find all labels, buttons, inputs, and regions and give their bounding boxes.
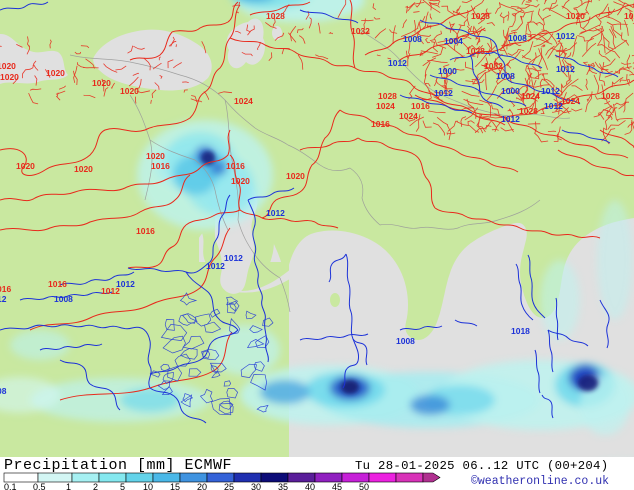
svg-text:1024: 1024 xyxy=(234,96,253,106)
svg-text:1016: 1016 xyxy=(151,161,170,171)
svg-text:1032: 1032 xyxy=(484,61,503,71)
svg-text:1020: 1020 xyxy=(0,61,16,71)
svg-text:1008: 1008 xyxy=(508,33,527,43)
svg-text:016: 016 xyxy=(0,284,11,294)
svg-text:1028: 1028 xyxy=(624,11,634,21)
svg-text:10: 10 xyxy=(143,482,153,490)
svg-text:1008: 1008 xyxy=(496,71,515,81)
svg-text:1004: 1004 xyxy=(444,36,463,46)
svg-text:©weatheronline.co.uk: ©weatheronline.co.uk xyxy=(471,475,609,488)
svg-text:1024: 1024 xyxy=(561,96,580,106)
svg-text:1000: 1000 xyxy=(501,86,520,96)
svg-text:30: 30 xyxy=(251,482,261,490)
svg-text:2: 2 xyxy=(93,482,98,490)
svg-text:45: 45 xyxy=(332,482,342,490)
svg-text:5: 5 xyxy=(120,482,125,490)
svg-text:1012: 1012 xyxy=(388,58,407,68)
svg-text:1028: 1028 xyxy=(466,46,485,56)
svg-text:1012: 1012 xyxy=(556,64,575,74)
svg-text:35: 35 xyxy=(278,482,288,490)
svg-text:1008: 1008 xyxy=(54,294,73,304)
svg-text:1016: 1016 xyxy=(226,161,245,171)
svg-text:20: 20 xyxy=(197,482,207,490)
svg-text:1012: 1012 xyxy=(116,279,135,289)
svg-text:40: 40 xyxy=(305,482,315,490)
svg-text:Tu 28-01-2025 06..12 UTC (00+2: Tu 28-01-2025 06..12 UTC (00+204) xyxy=(355,459,608,473)
svg-text:Precipitation [mm] ECMWF: Precipitation [mm] ECMWF xyxy=(4,457,232,474)
svg-text:1020: 1020 xyxy=(286,171,305,181)
svg-text:1024: 1024 xyxy=(521,91,540,101)
svg-text:1020: 1020 xyxy=(0,72,19,82)
svg-text:12: 12 xyxy=(0,294,7,304)
svg-text:1012: 1012 xyxy=(266,208,285,218)
svg-text:1020: 1020 xyxy=(92,78,111,88)
svg-text:1028: 1028 xyxy=(519,106,538,116)
svg-text:1020: 1020 xyxy=(231,176,250,186)
svg-text:1000: 1000 xyxy=(438,66,457,76)
svg-text:1008: 1008 xyxy=(403,34,422,44)
svg-text:1018: 1018 xyxy=(511,326,530,336)
svg-text:1020: 1020 xyxy=(566,11,585,21)
svg-text:1016: 1016 xyxy=(371,119,390,129)
svg-text:1016: 1016 xyxy=(136,226,155,236)
svg-text:1: 1 xyxy=(66,482,71,490)
svg-text:1020: 1020 xyxy=(74,164,93,174)
svg-text:1008: 1008 xyxy=(396,336,415,346)
svg-text:1024: 1024 xyxy=(399,111,418,121)
svg-text:0.1: 0.1 xyxy=(4,482,17,490)
svg-text:1012: 1012 xyxy=(224,253,243,263)
svg-text:08: 08 xyxy=(0,386,7,396)
svg-text:1028: 1028 xyxy=(601,91,620,101)
svg-text:1024: 1024 xyxy=(376,101,395,111)
svg-text:1032: 1032 xyxy=(351,26,370,36)
svg-text:15: 15 xyxy=(170,482,180,490)
svg-text:1012: 1012 xyxy=(206,261,225,271)
svg-text:1028: 1028 xyxy=(378,91,397,101)
svg-text:25: 25 xyxy=(224,482,234,490)
svg-text:1012: 1012 xyxy=(501,114,520,124)
svg-text:1012: 1012 xyxy=(434,88,453,98)
svg-text:1020: 1020 xyxy=(146,151,165,161)
svg-text:1020: 1020 xyxy=(16,161,35,171)
svg-text:50: 50 xyxy=(359,482,369,490)
svg-text:1020: 1020 xyxy=(120,86,139,96)
svg-text:1012: 1012 xyxy=(556,31,575,41)
svg-text:0.5: 0.5 xyxy=(33,482,46,490)
svg-text:1016: 1016 xyxy=(48,279,67,289)
svg-text:1028: 1028 xyxy=(471,11,490,21)
svg-text:1020: 1020 xyxy=(46,68,65,78)
svg-text:1012: 1012 xyxy=(541,86,560,96)
svg-text:1028: 1028 xyxy=(266,11,285,21)
svg-text:1012: 1012 xyxy=(544,101,563,111)
svg-text:1016: 1016 xyxy=(411,101,430,111)
